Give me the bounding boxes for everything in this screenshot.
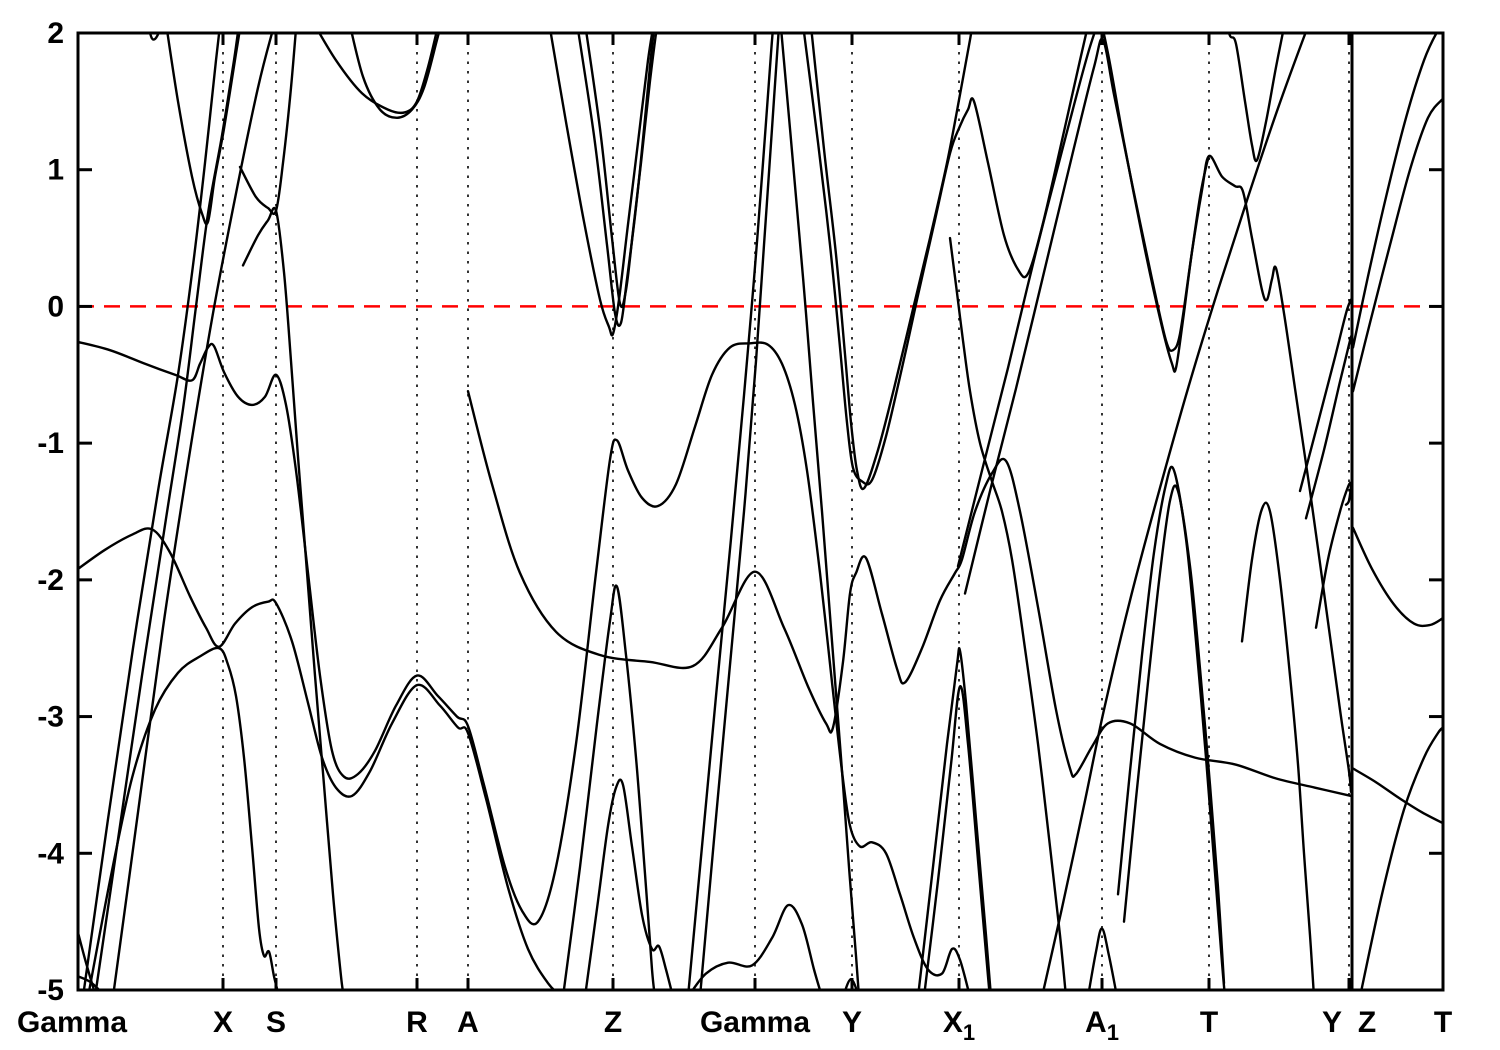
band-curve-44: [1360, 726, 1443, 990]
y-tick-label-1: 1: [47, 154, 64, 187]
band-curve-15: [584, 778, 673, 990]
kpoint-label-y: Y: [842, 1006, 862, 1039]
band-curve-2: [166, 33, 241, 226]
kpoint-label-z: Z: [1358, 1006, 1376, 1039]
band-curve-19: [687, 33, 774, 990]
band-curve-35: [1314, 481, 1353, 629]
y-tick-labels: 2 1 0 -1 -2 -3 -4 -5: [37, 17, 64, 1007]
band-curve-42: [1351, 97, 1443, 393]
kpoint-label-r: R: [406, 1006, 428, 1039]
axes-frame: [76, 31, 1445, 992]
band-curve-21: [699, 33, 780, 990]
band-curve-22: [802, 33, 1088, 486]
y-tick-label--4: -4: [37, 837, 64, 870]
band-curve-24: [948, 236, 1067, 990]
kpoint-label-gamma: Gamma: [700, 1006, 810, 1039]
kpoint-label-gamma: Gamma: [17, 1006, 127, 1039]
band-curve-36: [1298, 298, 1353, 493]
band-curve-10: [350, 33, 441, 119]
band-curve-27: [956, 33, 1353, 793]
y-tick-label--3: -3: [37, 701, 64, 734]
band-curve-29: [1042, 33, 1307, 990]
band-curve-14: [585, 33, 658, 309]
y-tick-label--1: -1: [37, 427, 64, 460]
band-curve-4: [78, 340, 970, 990]
band-curve-31: [1087, 927, 1117, 990]
kpoint-label-a: A: [457, 1006, 479, 1039]
band-curve-45: [1351, 767, 1443, 825]
kpoint-label-x: X: [213, 1006, 233, 1039]
kpoint-label-t: T: [1434, 1006, 1452, 1039]
y-tick-label-2: 2: [47, 17, 64, 50]
kpoint-label-z: Z: [604, 1006, 622, 1039]
band-curve-6: [88, 646, 279, 990]
band-curve-0: [82, 33, 221, 990]
band-curve-12: [549, 33, 654, 337]
band-curve-17: [691, 903, 822, 990]
band-curve-39: [78, 931, 96, 990]
band-curve-23: [810, 33, 973, 491]
y-tick-label--5: -5: [37, 974, 64, 1007]
band-curves: [78, 33, 1443, 990]
kpoint-labels: Gamma X S R A Z Gamma Y X1 A1 T Y Z T: [17, 1006, 1452, 1045]
band-curve-28: [963, 37, 1211, 595]
band-curve-26: [923, 685, 991, 990]
y-tick-label-0: 0: [47, 290, 64, 323]
y-tick-label--2: -2: [37, 564, 64, 597]
band-curve-37: [1304, 335, 1353, 520]
band-curve-3: [148, 33, 160, 41]
band-curve-18: [466, 389, 1353, 798]
kpoint-label-t: T: [1200, 1006, 1218, 1039]
kpoint-label-s: S: [266, 1006, 286, 1039]
band-curve-16: [562, 584, 656, 990]
band-curve-30: [1227, 33, 1284, 163]
kpoint-label-x1: X1: [943, 1006, 975, 1045]
axis-ticks: [76, 31, 1445, 992]
kpoint-label-y: Y: [1322, 1006, 1342, 1039]
band-curve-43: [1351, 526, 1443, 628]
band-curve-11: [317, 33, 438, 115]
plot-border: [76, 31, 1445, 992]
band-curve-41: [1351, 33, 1438, 349]
kpoint-gridlines: [222, 33, 1350, 990]
band-curve-25: [917, 647, 992, 990]
kpoint-label-a1: A1: [1085, 1006, 1119, 1045]
band-curve-5: [78, 527, 556, 990]
band-curve-40: [78, 975, 101, 990]
band-curve-9: [112, 33, 274, 990]
band-curve-8: [241, 206, 344, 990]
band-curve-34: [1240, 501, 1315, 990]
band-curve-20: [780, 33, 860, 990]
band-curve-33: [1122, 484, 1226, 985]
